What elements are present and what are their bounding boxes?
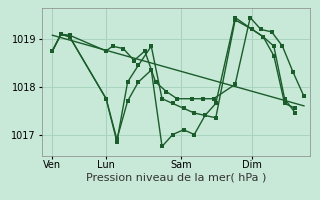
X-axis label: Pression niveau de la mer( hPa ): Pression niveau de la mer( hPa ) <box>86 173 266 183</box>
